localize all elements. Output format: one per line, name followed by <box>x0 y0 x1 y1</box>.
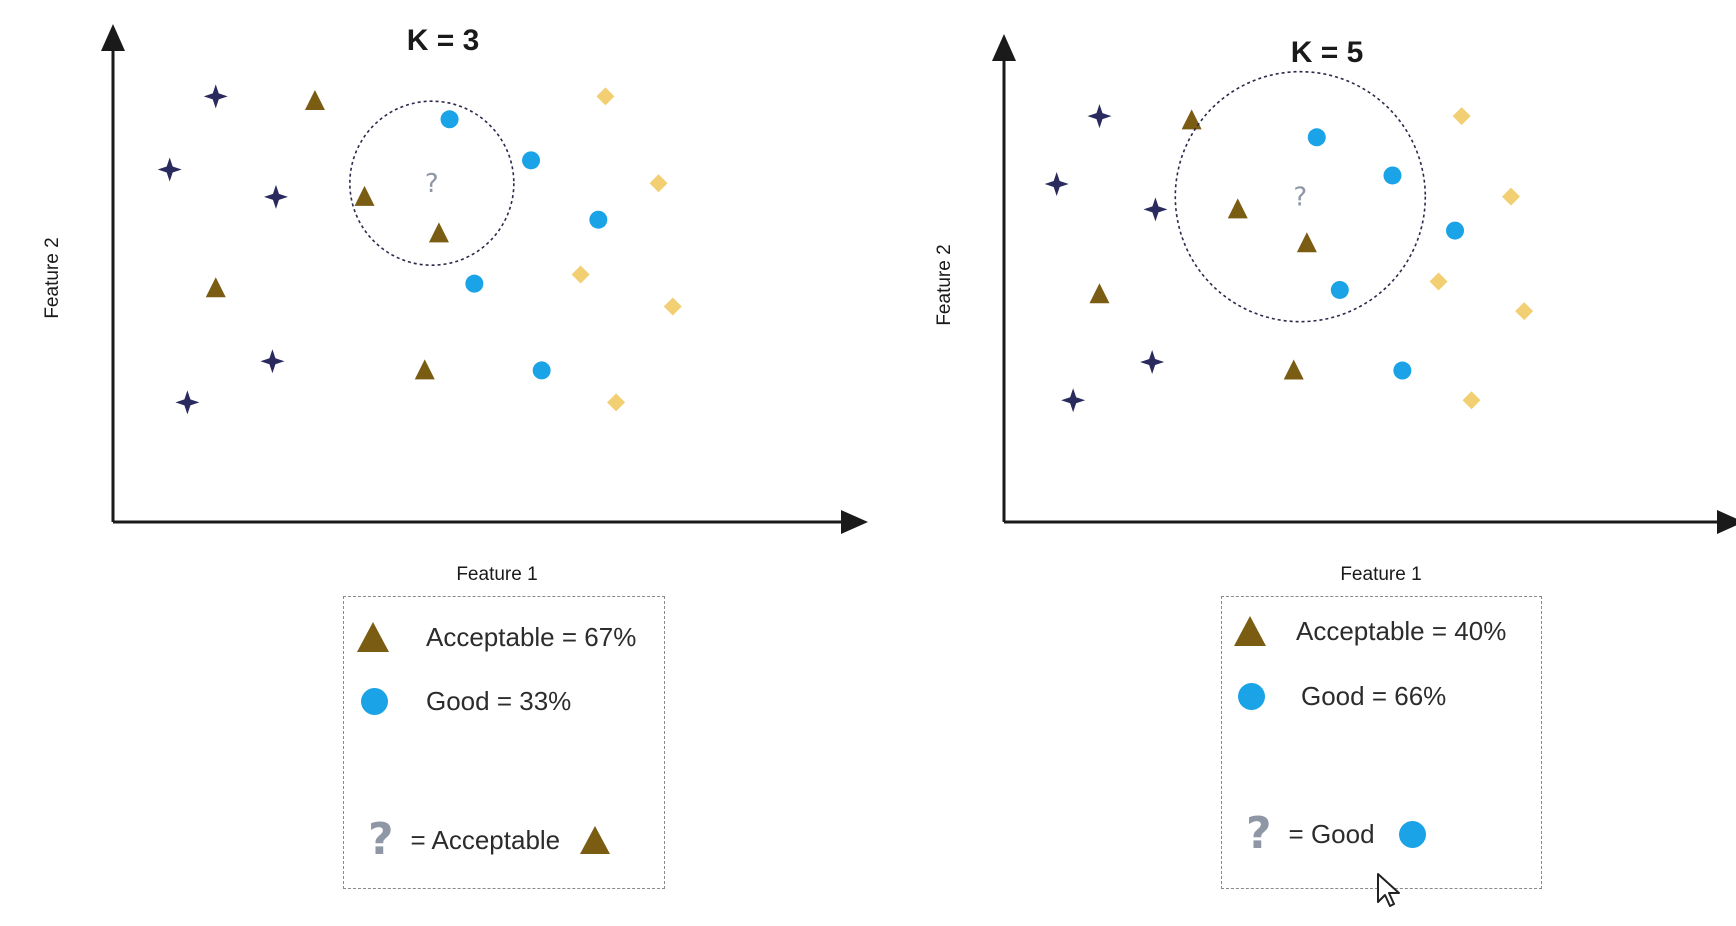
circle-icon <box>1238 682 1265 710</box>
diamond-point <box>1452 107 1471 126</box>
circle-point <box>589 210 608 229</box>
triangle-point <box>304 89 325 110</box>
legend-good-text: Good = 66% <box>1301 680 1447 711</box>
plot-title: K = 3 <box>407 24 480 57</box>
x-axis-label: Feature 1 <box>1340 564 1421 585</box>
star-point <box>260 349 285 374</box>
legend-row-acceptable: Acceptable = 40% <box>1222 611 1541 651</box>
k-neighborhood-circle <box>1174 70 1427 323</box>
triangle-point <box>1283 359 1304 380</box>
legend-result-text: = Acceptable <box>410 824 561 855</box>
star-point <box>1140 350 1165 375</box>
triangle-point <box>1181 109 1202 130</box>
star-point <box>175 390 200 415</box>
triangle-point <box>1296 232 1317 253</box>
diamond-point <box>607 393 626 412</box>
star-point <box>157 157 182 182</box>
legend-row-good: Good = 33% <box>344 681 664 721</box>
y-axis-label: Feature 2 <box>42 237 63 318</box>
triangle-icon <box>580 826 611 854</box>
y-axis-label: Feature 2 <box>934 244 955 325</box>
circle-icon <box>1398 820 1426 848</box>
question-mark-icon: ? <box>368 814 394 865</box>
triangle-icon <box>1234 616 1266 646</box>
circle-point <box>1393 361 1412 380</box>
legend-row-acceptable: Acceptable = 67% <box>344 617 664 657</box>
x-axis-label: Feature 1 <box>456 564 537 585</box>
triangle-point <box>414 359 435 380</box>
star-point <box>1087 104 1112 129</box>
legend-good-text: Good = 33% <box>426 685 572 716</box>
plot-title: K = 5 <box>1291 36 1364 69</box>
triangle-point <box>354 185 375 206</box>
diamond-point <box>1515 302 1534 321</box>
legend-row-result: ? = Acceptable <box>344 815 664 865</box>
triangle-point <box>1089 283 1110 304</box>
legend-row-result: ? = Good <box>1222 809 1541 859</box>
legend-acceptable-text: Acceptable = 67% <box>426 621 637 652</box>
diamond-point <box>1501 187 1520 206</box>
question-mark-icon: ? <box>1246 808 1272 859</box>
data-points: ? <box>157 84 682 415</box>
query-point-label: ? <box>425 169 439 199</box>
diamond-point <box>1462 391 1481 410</box>
mouse-cursor-icon <box>1377 873 1400 907</box>
star-point <box>1143 197 1168 222</box>
circle-icon <box>361 687 388 715</box>
legend-acceptable-text: Acceptable = 40% <box>1296 615 1507 646</box>
scatter-panel-k5: K = 5 Feature 2 Feature 1 ? <box>934 34 1736 585</box>
legend-row-good: Good = 66% <box>1222 676 1541 716</box>
legend-box-k5: Acceptable = 40% Good = 66% ? = Good <box>1221 596 1542 889</box>
triangle-point <box>428 222 449 243</box>
diamond-point <box>596 87 615 106</box>
circle-point <box>522 151 541 170</box>
star-point <box>1061 388 1086 413</box>
circle-point <box>1446 221 1465 240</box>
circle-point <box>1383 166 1402 185</box>
circle-point <box>440 110 459 129</box>
circle-point <box>1307 128 1326 147</box>
triangle-point <box>205 277 226 298</box>
star-point <box>263 184 288 209</box>
diamond-point <box>1429 272 1448 291</box>
circle-point <box>1330 280 1349 299</box>
star-point <box>203 84 228 109</box>
scatter-panel-k3: K = 3 Feature 2 Feature 1 ? <box>42 24 868 585</box>
diamond-point <box>571 265 590 284</box>
data-points: ? <box>1044 70 1534 413</box>
legend-result-text: = Good <box>1288 818 1375 849</box>
circle-point <box>532 361 551 380</box>
star-point <box>1044 171 1069 196</box>
diamond-point <box>649 174 668 193</box>
diamond-point <box>663 297 682 316</box>
query-point-label: ? <box>1293 183 1307 213</box>
triangle-icon <box>357 622 389 652</box>
triangle-point <box>1227 198 1248 219</box>
legend-box-k3: Acceptable = 67% Good = 33% ? = Acceptab… <box>343 596 665 889</box>
circle-point <box>465 274 484 293</box>
k-neighborhood-circle <box>349 100 515 266</box>
